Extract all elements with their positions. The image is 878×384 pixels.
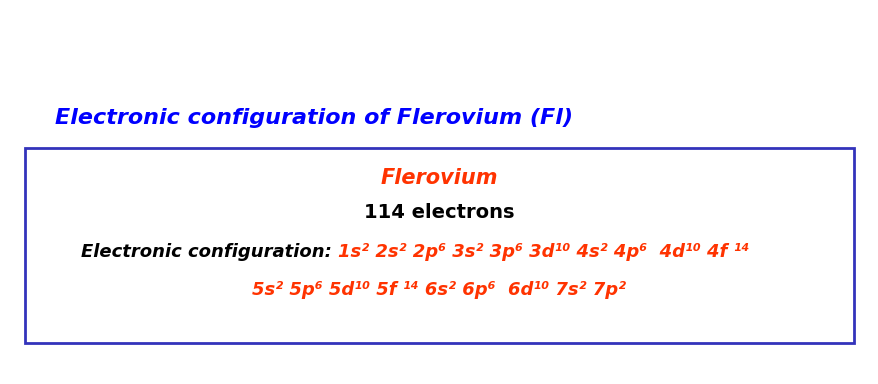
- Text: Electronic configuration:: Electronic configuration:: [81, 243, 338, 261]
- Text: 5s² 5p⁶ 5d¹⁰ 5f ¹⁴ 6s² 6p⁶  6d¹⁰ 7s² 7p²: 5s² 5p⁶ 5d¹⁰ 5f ¹⁴ 6s² 6p⁶ 6d¹⁰ 7s² 7p²: [252, 281, 626, 299]
- Text: 1s² 2s² 2p⁶ 3s² 3p⁶ 3d¹⁰ 4s² 4p⁶  4d¹⁰ 4f ¹⁴: 1s² 2s² 2p⁶ 3s² 3p⁶ 3d¹⁰ 4s² 4p⁶ 4d¹⁰ 4f…: [338, 243, 749, 261]
- Text: Electronic configuration of Flerovium (Fl): Electronic configuration of Flerovium (F…: [55, 108, 572, 128]
- Text: 114 electrons: 114 electrons: [363, 204, 515, 222]
- Bar: [25, 148, 853, 343]
- Text: Flerovium: Flerovium: [380, 168, 498, 188]
